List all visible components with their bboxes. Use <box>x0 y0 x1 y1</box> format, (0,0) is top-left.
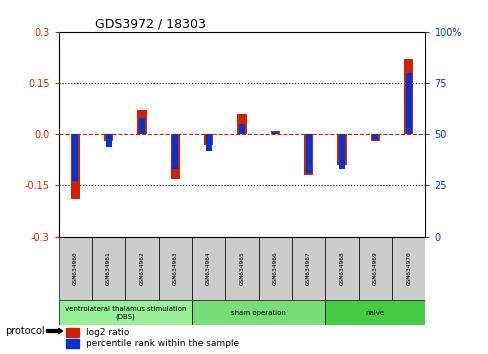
Bar <box>291 237 325 301</box>
Bar <box>391 237 425 301</box>
Bar <box>372 134 378 141</box>
Text: log2 ratio: log2 ratio <box>86 328 129 337</box>
Bar <box>304 134 313 175</box>
Bar <box>272 132 278 134</box>
Bar <box>337 134 346 165</box>
Bar <box>358 237 391 301</box>
Text: GSM634969: GSM634969 <box>372 252 377 285</box>
Bar <box>137 110 146 134</box>
Bar <box>72 134 78 181</box>
Bar <box>172 134 178 169</box>
Bar <box>159 237 192 301</box>
Bar <box>71 134 80 199</box>
Text: GSM634962: GSM634962 <box>139 252 144 285</box>
Bar <box>105 134 111 147</box>
Text: protocol: protocol <box>5 326 44 336</box>
Bar <box>125 237 159 301</box>
Bar <box>203 134 213 144</box>
Text: GDS3972 / 18303: GDS3972 / 18303 <box>95 18 206 31</box>
Bar <box>192 301 325 325</box>
Bar <box>59 237 92 301</box>
Bar <box>325 301 425 325</box>
Bar <box>59 301 192 325</box>
Bar <box>239 124 244 134</box>
Text: GSM634963: GSM634963 <box>173 252 178 285</box>
Bar <box>405 73 411 134</box>
Bar <box>338 134 345 169</box>
Bar <box>170 134 180 179</box>
Text: GSM634960: GSM634960 <box>73 252 78 285</box>
Text: GSM634970: GSM634970 <box>406 252 410 285</box>
Bar <box>139 118 145 134</box>
Bar <box>237 114 246 134</box>
Bar <box>205 134 211 151</box>
Text: GSM634968: GSM634968 <box>339 252 344 285</box>
Bar <box>258 237 291 301</box>
Text: sham operation: sham operation <box>231 310 285 316</box>
Text: naive: naive <box>365 310 384 316</box>
Text: GSM634965: GSM634965 <box>239 252 244 285</box>
Text: percentile rank within the sample: percentile rank within the sample <box>86 339 239 348</box>
Bar <box>225 237 258 301</box>
Bar <box>66 339 79 348</box>
Text: GSM634961: GSM634961 <box>106 252 111 285</box>
Text: GSM634964: GSM634964 <box>206 252 211 285</box>
Text: GSM634966: GSM634966 <box>272 252 277 285</box>
Text: ventrolateral thalamus stimulation
(DBS): ventrolateral thalamus stimulation (DBS) <box>64 306 186 320</box>
Bar <box>104 134 113 141</box>
Text: GSM634967: GSM634967 <box>305 252 310 285</box>
Bar <box>270 131 280 134</box>
Bar <box>403 59 412 134</box>
Bar <box>305 134 311 173</box>
Bar <box>325 237 358 301</box>
Bar <box>192 237 225 301</box>
Bar <box>66 328 79 337</box>
Bar <box>370 134 379 141</box>
Bar <box>92 237 125 301</box>
